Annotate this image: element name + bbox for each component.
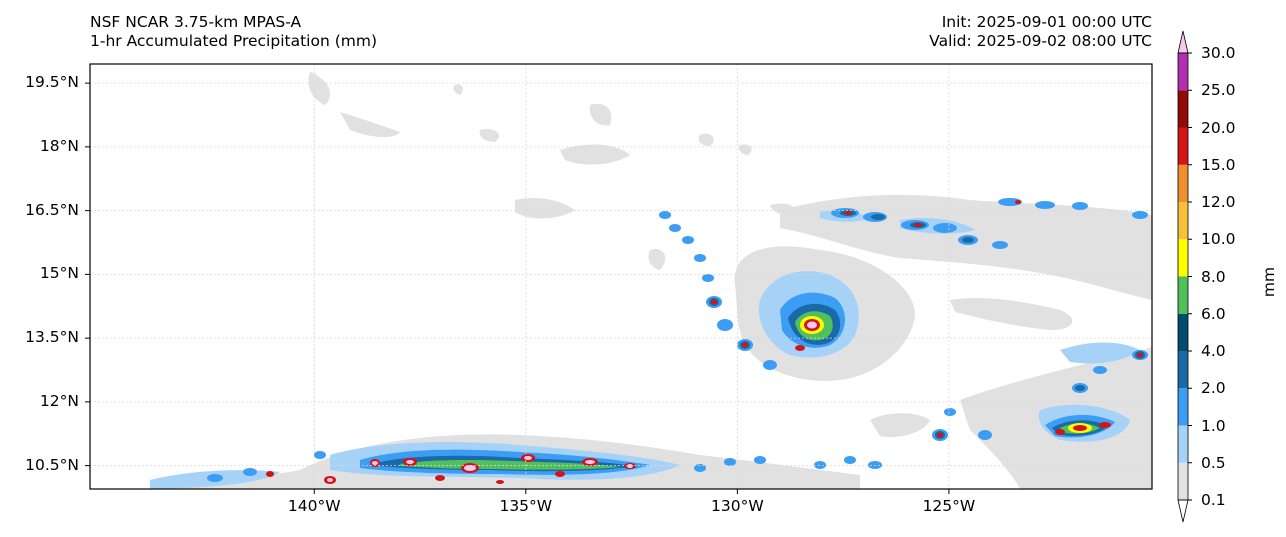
init-time: Init: 2025-09-01 00:00 UTC: [941, 13, 1152, 31]
colorbar-segment: [1178, 425, 1188, 463]
lat-tick-label: 10.5°N: [25, 455, 79, 474]
colorbar-segment: [1178, 351, 1188, 389]
colorbar-segment: [1178, 313, 1188, 351]
colorbar-tick-label: 1.0: [1201, 416, 1226, 435]
lon-tick-label: 140°W: [287, 497, 341, 515]
model-title: NSF NCAR 3.75-km MPAS-A: [90, 13, 302, 31]
colorbar-tick-label: 8.0: [1201, 267, 1226, 286]
colorbar-segment: [1178, 90, 1188, 128]
lat-tick-label: 19.5°N: [25, 73, 79, 92]
lon-tick-label: 125°W: [922, 497, 976, 515]
colorbar-extend-min: [1177, 499, 1189, 523]
colorbar: [1177, 30, 1192, 523]
colorbar-tick-label: 30.0: [1201, 44, 1236, 62]
colorbar-segment: [1178, 239, 1188, 277]
colorbar-segment: [1178, 462, 1188, 500]
colorbar-segment: [1178, 164, 1188, 202]
colorbar-title: mm: [1260, 266, 1279, 298]
colorbar-tick-label: 4.0: [1201, 342, 1226, 360]
axis-ticks: [85, 82, 950, 494]
lat-tick-label: 18°N: [39, 136, 79, 155]
lon-tick-label: 135°W: [499, 497, 553, 515]
colorbar-tick-label: 10.0: [1201, 230, 1236, 249]
heavy-precip-cores: [266, 200, 1143, 484]
colorbar-segment: [1178, 202, 1188, 240]
colorbar-tick-label: 6.0: [1201, 304, 1226, 323]
lon-tick-label: 130°W: [711, 497, 764, 515]
valid-time: Valid: 2025-09-02 08:00 UTC: [929, 32, 1152, 50]
colorbar-tick-label: 0.5: [1201, 453, 1226, 472]
colorbar-segment: [1178, 276, 1188, 314]
colorbar-extend-max: [1177, 30, 1189, 54]
colorbar-tick-label: 20.0: [1201, 118, 1236, 137]
colorbar-segment: [1178, 388, 1188, 426]
precip-field: [150, 72, 1152, 489]
figure-title-right: Init: 2025-09-01 00:00 UTC Valid: 2025-0…: [929, 13, 1152, 51]
map-frame: [89, 63, 1153, 490]
colorbar-tick-label: 12.0: [1201, 193, 1236, 211]
lat-tick-label: 12°N: [39, 391, 79, 410]
figure-title-left: NSF NCAR 3.75-km MPAS-A 1-hr Accumulated…: [90, 13, 377, 51]
colorbar-segment: [1178, 53, 1188, 91]
lat-tick-label: 13.5°N: [25, 328, 79, 347]
colorbar-tick-label: 25.0: [1201, 81, 1236, 100]
lat-tick-label: 15°N: [39, 264, 79, 283]
colorbar-tick-label: 2.0: [1201, 379, 1226, 398]
lat-tick-label: 16.5°N: [25, 200, 79, 219]
colorbar-tick-label: 0.1: [1201, 491, 1226, 509]
colorbar-segment: [1178, 127, 1188, 165]
gridlines: [90, 64, 1152, 489]
colorbar-tick-label: 15.0: [1201, 155, 1236, 174]
field-title: 1-hr Accumulated Precipitation (mm): [90, 32, 377, 50]
